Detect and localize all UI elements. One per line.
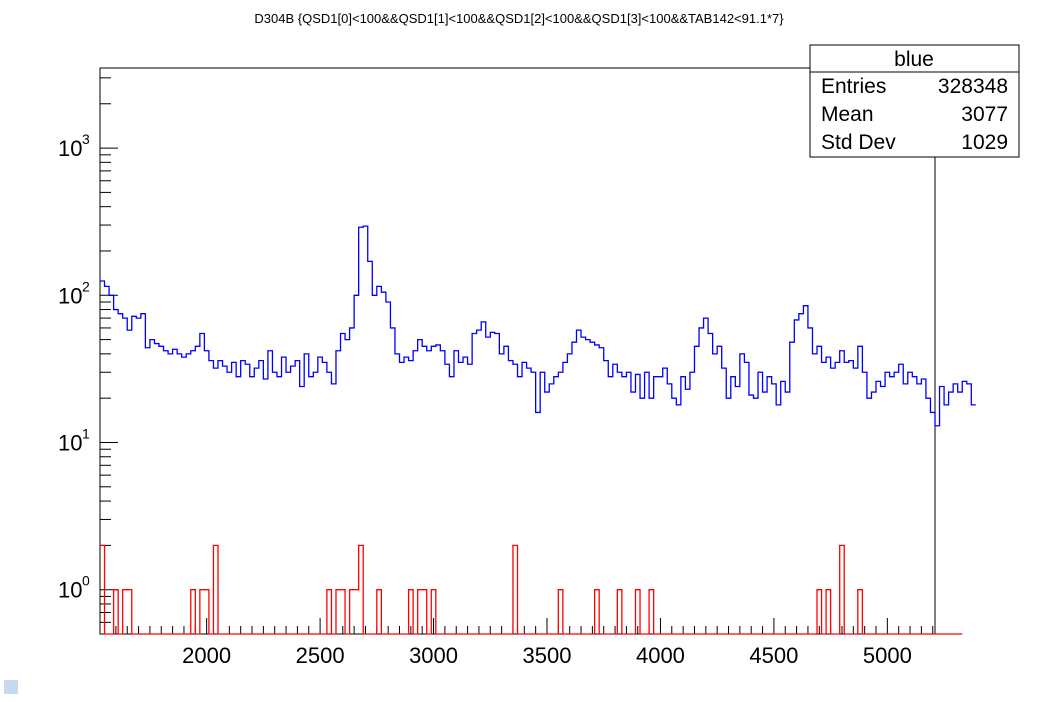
histogram-series <box>100 225 976 635</box>
x-tick-label: 4000 <box>636 643 685 668</box>
x-tick-label: 5000 <box>863 643 912 668</box>
x-axis-tick-labels: 2000 2500 3000 3500 4000 4500 5000 <box>182 643 912 668</box>
stats-mean-value: 3077 <box>961 103 1008 126</box>
y-tick-label-base: 10 <box>58 430 82 455</box>
stats-box: blue Entries 328348 Mean 3077 Std Dev 10… <box>809 44 1020 158</box>
y-tick-label-base: 10 <box>58 136 82 161</box>
y-tick-label-base: 10 <box>58 283 82 308</box>
stats-stddev-value: 1029 <box>961 131 1008 154</box>
chart-title: D304B {QSD1[0]<100&&QSD1[1]<100&&QSD1[2]… <box>254 11 784 26</box>
stats-entries-value: 328348 <box>938 75 1008 98</box>
histogram-series-line-1 <box>100 544 963 635</box>
x-tick-label: 4500 <box>749 643 798 668</box>
canvas-corner-marker <box>4 680 18 694</box>
y-tick-label-exponent: 3 <box>82 131 90 147</box>
stats-stddev-label: Std Dev <box>821 131 896 154</box>
x-tick-label: 3500 <box>523 643 572 668</box>
y-tick-label-exponent: 1 <box>82 425 90 441</box>
x-tick-label: 2500 <box>296 643 345 668</box>
y-tick-label-exponent: 0 <box>82 573 90 589</box>
y-tick-label-base: 10 <box>58 578 82 603</box>
y-axis-ticks <box>100 77 118 635</box>
x-tick-label: 2000 <box>182 643 231 668</box>
y-tick-label-exponent: 2 <box>82 278 90 294</box>
x-axis-ticks <box>104 618 934 634</box>
stats-box-title: blue <box>894 48 934 71</box>
x-tick-label: 3000 <box>409 643 458 668</box>
stats-box-frame <box>809 44 1020 158</box>
stats-mean-label: Mean <box>821 103 874 126</box>
stats-entries-label: Entries <box>821 75 886 98</box>
histogram-series-line-0 <box>100 225 976 427</box>
